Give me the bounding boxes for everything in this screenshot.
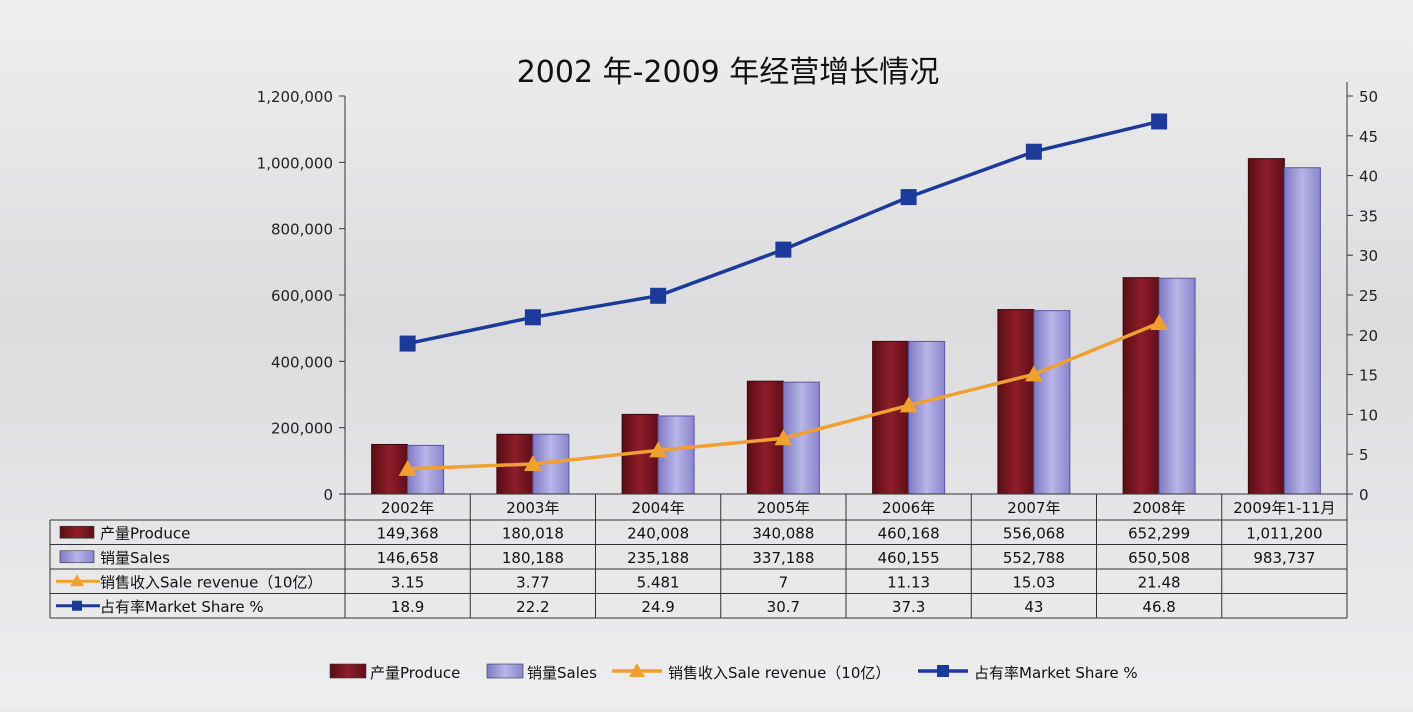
left-tick-label: 0	[323, 486, 333, 504]
sales-bar	[1033, 310, 1071, 495]
right-tick-label: 25	[1359, 287, 1378, 305]
table-cell-value: 180,188	[502, 549, 564, 567]
left-tick-label: 600,000	[271, 287, 333, 305]
table-cell-value: 3.77	[516, 573, 549, 591]
sales-swatch	[59, 550, 95, 564]
right-tick-label: 20	[1359, 327, 1378, 345]
table-cell-value: 46.8	[1142, 598, 1175, 616]
table-cell-value: 5.481	[637, 573, 680, 591]
sales-bar	[908, 340, 946, 495]
table-cell-value: 340,088	[752, 524, 814, 542]
right-tick-label: 35	[1359, 207, 1378, 225]
category-label: 2006年	[882, 499, 935, 517]
left-tick-label: 1,000,000	[257, 154, 333, 172]
table-cell-value: 11.13	[887, 573, 930, 591]
table-cell-value: 180,018	[502, 524, 564, 542]
series-row-label: 销售收入Sale revenue（10亿）	[100, 573, 322, 591]
left-tick-label: 400,000	[271, 353, 333, 371]
revenue-marker	[899, 396, 918, 413]
revenue-marker	[1024, 365, 1043, 382]
market-share-marker	[399, 335, 416, 352]
market-share-marker	[1151, 113, 1168, 130]
right-tick-label: 15	[1359, 367, 1378, 385]
table-cell-value: 460,155	[878, 549, 940, 567]
right-tick-label: 10	[1359, 406, 1378, 424]
table-cell-value: 337,188	[752, 549, 814, 567]
right-tick-label: 30	[1359, 247, 1378, 265]
revenue-marker	[649, 441, 668, 458]
table-cell-value: 650,508	[1128, 549, 1190, 567]
category-label: 2009年1-11月	[1233, 499, 1335, 517]
table-cell-value: 7	[779, 573, 789, 591]
left-tick-label: 800,000	[271, 221, 333, 239]
chart-title: 2002 年-2009 年经营增长情况	[517, 55, 940, 90]
table-cell-value: 22.2	[516, 598, 549, 616]
produce-swatch	[59, 525, 95, 539]
table-cell-value: 149,368	[377, 524, 439, 542]
produce-bar	[371, 443, 409, 495]
category-label: 2003年	[506, 499, 559, 517]
category-label: 2008年	[1133, 499, 1186, 517]
produce-bar	[1122, 277, 1160, 495]
table-cell-value: 552,788	[1003, 549, 1065, 567]
category-label: 2004年	[632, 499, 685, 517]
revenue-marker	[774, 429, 793, 446]
legend-market-share-label: 占有率Market Share %	[974, 664, 1138, 682]
market-share-marker	[1025, 143, 1042, 160]
table-cell-value: 15.03	[1012, 573, 1055, 591]
table-cell-value: 18.9	[391, 598, 424, 616]
table-cell-value: 556,068	[1003, 524, 1065, 542]
right-tick-label: 40	[1359, 168, 1378, 186]
table-cell-value: 460,168	[878, 524, 940, 542]
table-cell-value: 30.7	[767, 598, 800, 616]
table-cell-value: 37.3	[892, 598, 925, 616]
table-cell-value: 983,737	[1253, 549, 1315, 567]
series-row-label: 占有率Market Share %	[100, 598, 264, 616]
legend-produce-swatch	[329, 663, 367, 679]
produce-bar	[872, 340, 910, 495]
table-cell-value: 3.15	[391, 573, 424, 591]
table-cell-value: 240,008	[627, 524, 689, 542]
sales-bar	[1158, 277, 1196, 495]
produce-bar	[1247, 158, 1285, 495]
right-tick-label: 5	[1359, 446, 1369, 464]
legend-sales-label: 销量Sales	[527, 664, 597, 682]
series-row-label: 销量Sales	[100, 549, 170, 567]
right-tick-label: 0	[1359, 486, 1369, 504]
category-label: 2005年	[757, 499, 810, 517]
market-share-marker	[650, 287, 667, 304]
market-share-marker	[524, 309, 541, 326]
table-cell-value: 24.9	[641, 598, 674, 616]
produce-bar	[997, 309, 1035, 495]
legend-revenue-label: 销售收入Sale revenue（10亿）	[668, 664, 890, 682]
category-label: 2007年	[1007, 499, 1060, 517]
revenue-swatch-marker	[70, 574, 84, 587]
market-share-marker	[775, 241, 792, 258]
category-label: 2002年	[381, 499, 434, 517]
right-tick-label: 50	[1359, 88, 1378, 106]
legend-produce-label: 产量Produce	[370, 664, 460, 682]
revenue-marker	[1150, 314, 1169, 331]
table-cell-value: 43	[1024, 598, 1043, 616]
series-row-label: 产量Produce	[100, 524, 190, 542]
left-tick-label: 200,000	[271, 420, 333, 438]
legend-revenue-marker	[629, 663, 645, 677]
legend-sales-swatch	[486, 663, 524, 679]
legend-market-share-marker	[937, 665, 949, 677]
right-tick-label: 45	[1359, 128, 1378, 146]
revenue-marker	[523, 454, 542, 471]
table-cell-value: 146,658	[377, 549, 439, 567]
table-cell-value: 652,299	[1128, 524, 1190, 542]
market-share-marker	[900, 189, 917, 206]
revenue-marker	[398, 459, 417, 476]
table-cell-value: 21.48	[1138, 573, 1181, 591]
table-cell-value: 235,188	[627, 549, 689, 567]
market-share-swatch-marker	[72, 600, 82, 611]
table-cell-value: 1,011,200	[1246, 524, 1322, 542]
left-tick-label: 1,200,000	[257, 88, 333, 106]
sales-bar	[1283, 167, 1321, 495]
